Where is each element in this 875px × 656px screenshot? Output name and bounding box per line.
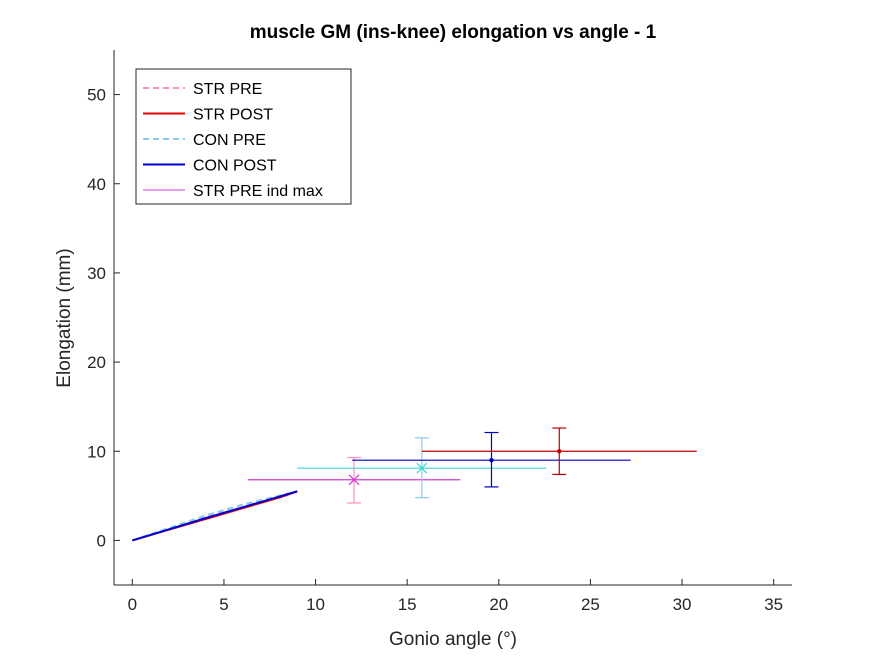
x-tick-label: 5 [219,595,228,614]
series-layer [132,490,298,542]
legend-label: CON PRE [193,132,266,149]
y-tick-label: 50 [87,86,106,105]
y-tick-label: 10 [87,442,106,461]
max-point-marker [557,449,562,454]
errorbar-layer [247,427,697,504]
x-tick-label: 20 [489,595,508,614]
legend-label: STR PRE ind max [193,183,323,200]
x-tick-label: 30 [673,595,692,614]
y-tick-label: 20 [87,353,106,372]
legend-label: STR PRE [193,81,262,98]
x-tick-label: 25 [581,595,600,614]
x-axis-title: Gonio angle (°) [389,629,517,650]
y-tick-label: 0 [97,531,106,550]
y-axis-title: Elongation (mm) [54,248,75,387]
x-tick-label: 0 [128,595,137,614]
x-tick-label: 10 [306,595,325,614]
y-tick-label: 30 [87,264,106,283]
x-tick-label: 15 [398,595,417,614]
x-ticks: 0 5 10 15 20 25 30 35 [128,579,783,614]
x-tick-label: 35 [764,595,783,614]
series-line [132,490,298,542]
plot-axes [113,50,792,586]
max-point-marker [416,462,428,474]
legend-label: STR POST [193,107,273,124]
legend: STR PRE STR POST CON PRE CON POST STR PRE in… [135,68,352,205]
y-tick-label: 40 [87,175,106,194]
series-line [132,490,298,542]
max-point-marker [348,474,360,486]
chart-title: muscle GM (ins-knee) elongation vs angle… [250,22,657,43]
max-point-marker [489,457,494,463]
y-ticks: 0 10 20 30 40 50 [87,86,120,550]
legend-label: CON POST [193,158,277,175]
legend-box [135,68,352,205]
